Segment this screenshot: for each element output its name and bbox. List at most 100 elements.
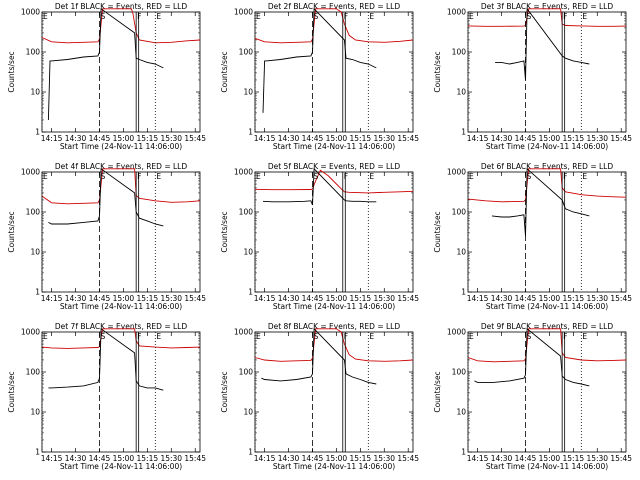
- y-tick-label: 1000: [21, 168, 40, 177]
- chart-svg: Det 5f BLACK = Events, RED = LLD 1 10 100 10…: [220, 162, 419, 311]
- x-tick-label: 14:30: [65, 294, 87, 303]
- x-tick-label: 15:45: [610, 294, 632, 303]
- x-tick-label: 14:15: [41, 134, 63, 143]
- x-tick-label: 14:15: [41, 454, 63, 463]
- marker-label: E: [256, 172, 261, 181]
- marker-label: E: [156, 172, 161, 181]
- series-line-events: [261, 327, 377, 385]
- x-tick-label: 14:30: [278, 294, 300, 303]
- y-tick-label: 100: [239, 208, 254, 217]
- plot-frame: [254, 11, 414, 133]
- chart-title: Det 3f BLACK = Events, RED = LLD: [481, 2, 614, 11]
- y-axis-label: Counts/sec: [220, 51, 229, 92]
- marker-label: E: [582, 12, 587, 21]
- y-axis-label: Counts/sec: [7, 371, 16, 412]
- marker-label: E: [469, 332, 474, 341]
- x-axis-label: Start Time (24-Nov-11 14:06:00): [273, 302, 395, 311]
- marker-label: E: [369, 12, 374, 21]
- y-tick-label: 10: [243, 408, 253, 417]
- x-tick-label: 15:45: [184, 294, 206, 303]
- plot-frame: [467, 331, 627, 453]
- y-tick-label: 1: [461, 288, 466, 297]
- marker-label: E: [156, 332, 161, 341]
- chart-svg: Det 8f BLACK = Events, RED = LLD 1 10 100 10…: [220, 322, 419, 471]
- x-tick-label: 15:30: [586, 134, 608, 143]
- y-tick-label: 1: [461, 128, 466, 137]
- x-tick-label: 14:45: [302, 134, 324, 143]
- plot-frame: [41, 331, 201, 453]
- x-tick-label: 15:30: [160, 294, 182, 303]
- detector-panel-9: Det 9f BLACK = Events, RED = LLD 1 10 100 10…: [426, 320, 639, 480]
- y-tick-label: 1000: [234, 168, 253, 177]
- y-tick-label: 1000: [447, 168, 466, 177]
- marker-label: E: [582, 332, 587, 341]
- plot-frame: [41, 11, 201, 133]
- marker-label: F: [344, 12, 348, 21]
- x-tick-label: 15:15: [563, 294, 585, 303]
- series-line-lld: [467, 8, 627, 27]
- x-tick-label: 15:45: [397, 294, 419, 303]
- y-tick-label: 100: [26, 368, 41, 377]
- detector-panel-8: Det 8f BLACK = Events, RED = LLD 1 10 100 10…: [213, 320, 426, 480]
- marker-label: E: [469, 12, 474, 21]
- y-tick-label: 10: [243, 88, 253, 97]
- marker-label: S: [313, 12, 318, 21]
- chart-title: Det 6f BLACK = Events, RED = LLD: [481, 162, 614, 171]
- chart-svg: Det 9f BLACK = Events, RED = LLD 1 10 100 10…: [433, 322, 632, 471]
- y-tick-label: 1000: [447, 328, 466, 337]
- y-tick-label: 1000: [21, 328, 40, 337]
- series-line-events: [47, 7, 164, 121]
- x-tick-label: 15:15: [137, 294, 159, 303]
- series-line-lld: [467, 328, 627, 363]
- plot-frame: [467, 171, 627, 293]
- x-tick-label: 14:45: [515, 454, 537, 463]
- x-tick-label: 15:00: [539, 134, 561, 143]
- x-tick-label: 15:30: [373, 294, 395, 303]
- series-line-events: [491, 167, 590, 237]
- series-line-lld: [41, 168, 201, 205]
- chart-title: Det 2f BLACK = Events, RED = LLD: [268, 2, 401, 11]
- x-tick-label: 15:00: [113, 454, 135, 463]
- x-tick-label: 15:00: [539, 454, 561, 463]
- x-tick-label: 14:45: [302, 294, 324, 303]
- x-axis-label: Start Time (24-Nov-11 14:06:00): [486, 142, 608, 151]
- y-tick-label: 1: [461, 448, 466, 457]
- detector-panel-6: Det 6f BLACK = Events, RED = LLD 1 10 100 10…: [426, 160, 639, 320]
- x-tick-label: 14:15: [254, 294, 276, 303]
- chart-svg: Det 1f BLACK = Events, RED = LLD 1 10 100 10…: [7, 2, 206, 151]
- marker-label: S: [313, 172, 318, 181]
- x-tick-label: 15:45: [610, 454, 632, 463]
- x-tick-label: 15:00: [326, 134, 348, 143]
- x-tick-label: 15:00: [326, 294, 348, 303]
- marker-label: E: [43, 12, 48, 21]
- y-tick-label: 10: [456, 408, 466, 417]
- y-tick-label: 1: [248, 128, 253, 137]
- x-tick-label: 15:30: [373, 454, 395, 463]
- x-tick-label: 15:00: [539, 294, 561, 303]
- series-line-lld: [254, 8, 414, 44]
- x-tick-label: 15:15: [350, 134, 372, 143]
- x-axis-label: Start Time (24-Nov-11 14:06:00): [273, 462, 395, 471]
- marker-label: E: [256, 12, 261, 21]
- series-line-lld: [254, 169, 414, 194]
- y-axis-label: Counts/sec: [433, 51, 442, 92]
- x-tick-label: 14:30: [65, 454, 87, 463]
- y-tick-label: 100: [26, 48, 41, 57]
- x-tick-label: 15:00: [113, 134, 135, 143]
- x-axis-label: Start Time (24-Nov-11 14:06:00): [486, 302, 608, 311]
- marker-label: F: [563, 332, 567, 341]
- y-tick-label: 100: [452, 48, 467, 57]
- x-tick-label: 14:45: [302, 454, 324, 463]
- marker-label: F: [137, 332, 141, 341]
- x-tick-label: 14:30: [491, 134, 513, 143]
- series-line-lld: [41, 8, 201, 44]
- detector-panel-2: Det 2f BLACK = Events, RED = LLD 1 10 100 10…: [213, 0, 426, 160]
- x-tick-label: 14:15: [41, 294, 63, 303]
- y-axis-label: Counts/sec: [433, 211, 442, 252]
- y-axis-label: Counts/sec: [220, 371, 229, 412]
- marker-label: S: [526, 12, 531, 21]
- marker-label: F: [137, 172, 141, 181]
- plot-frame: [254, 331, 414, 453]
- series-line-events: [262, 7, 377, 113]
